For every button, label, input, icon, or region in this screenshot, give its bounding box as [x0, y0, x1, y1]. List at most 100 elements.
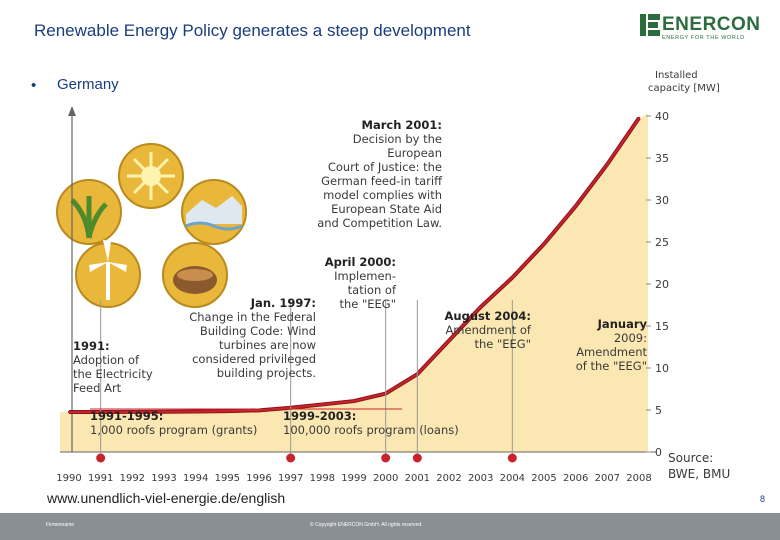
x-tick-label: 1997 [278, 473, 303, 484]
annotation-line: model complies with [323, 188, 442, 202]
x-tick-label: 1994 [183, 473, 208, 484]
y-axis-label: Installed [655, 70, 698, 81]
x-tick-label: 2004 [500, 473, 525, 484]
capacity-point [67, 410, 71, 414]
y-tick-label: 25 [655, 236, 669, 249]
capacity-point [542, 242, 546, 246]
annotation-line: 2009: [614, 331, 647, 345]
y-tick-label: 30 [655, 194, 669, 207]
annotation-heading: 1999-2003: [283, 409, 356, 423]
capacity-point [447, 339, 451, 342]
x-tick-label: 1992 [120, 473, 145, 484]
capacity-point [574, 205, 577, 208]
capacity-point [479, 305, 482, 309]
annotation-line: 100,000 roofs program (loans) [283, 423, 459, 437]
capacity-point [321, 403, 324, 406]
y-tick-label: 20 [655, 278, 669, 291]
capacity-point [226, 409, 229, 413]
x-tick-label: 2001 [405, 473, 430, 484]
source-label: BWE, BMU [668, 467, 730, 481]
page-number: 8 [760, 494, 766, 504]
capacity-area [60, 114, 648, 452]
enercon-logo-icon [640, 14, 660, 36]
water-icon [185, 221, 243, 231]
y-tick-label: 15 [655, 320, 669, 333]
event-marker [381, 453, 391, 463]
capacity-point [352, 399, 356, 403]
earth-core-icon [177, 269, 213, 281]
annotation-heading: 1991: [73, 339, 110, 353]
annotation-heading: August 2004: [445, 309, 531, 323]
renewables-illustration [56, 143, 247, 308]
y-axis-arrow [68, 106, 76, 116]
source-label: Source: [668, 451, 713, 465]
turbine-blades-icon [89, 240, 127, 300]
x-tick-label: 1993 [151, 473, 176, 484]
annotation-line: of the "EEG" [576, 359, 647, 373]
slide-title: Renewable Energy Policy generates a stee… [34, 21, 471, 40]
capacity-point [131, 410, 134, 414]
logo-tagline: ENERGY FOR THE WORLD [662, 35, 745, 41]
x-tick-label: 1991 [88, 473, 113, 484]
annotation-heading: Jan. 1997: [250, 296, 316, 310]
x-tick-label: 1990 [56, 473, 81, 484]
leaves-icon [70, 196, 108, 239]
footer-copyright: © Copyright ENERCON GmbH. All rights res… [310, 522, 423, 528]
y-tick-label: 10 [655, 362, 669, 375]
x-tick-label: 2000 [373, 473, 398, 484]
mountain-icon [186, 196, 242, 224]
annotation-line: German feed-in tariff [321, 174, 443, 188]
annotation-line: European State Aid [331, 202, 442, 216]
annotation-line: Adoption of [73, 353, 140, 367]
annotation-heading: January [597, 317, 648, 331]
annotation-line: Implemen- [334, 269, 396, 283]
x-tick-label: 2003 [468, 473, 493, 484]
sun-core-icon [141, 166, 161, 186]
annotation-line: tation of [348, 283, 397, 297]
annotation-line: 1,000 roofs program (grants) [90, 423, 257, 437]
capacity-point [637, 116, 641, 120]
annotation-line: the "EEG" [339, 297, 396, 311]
x-tick-label: 2008 [626, 473, 651, 484]
annotation-line: Amendment of [445, 323, 531, 337]
annotation-heading: 1991-1995: [90, 409, 163, 423]
x-tick-label: 1998 [310, 473, 335, 484]
footer-bar: Firmenname © Copyright ENERCON GmbH. All… [0, 513, 780, 540]
y-tick-label: 0 [655, 446, 662, 459]
x-tick-label: 2007 [595, 473, 620, 484]
website-link[interactable]: www.unendlich-viel-energie.de/english [47, 490, 286, 506]
x-tick-label: 1999 [341, 473, 366, 484]
capacity-point [162, 410, 166, 413]
annotation-line: Building Code: Wind [200, 324, 316, 338]
annotation-line: Amendment [576, 345, 647, 359]
event-marker [507, 453, 517, 463]
annotation-heading: March 2001: [362, 118, 443, 132]
plot-area: 0 5 10 15 20 25 30 35 40 Installed capacity [MW] 19… [56, 70, 730, 484]
capacity-point [194, 410, 197, 413]
y-tick-label: 40 [655, 110, 669, 123]
annotation-line: the "EEG" [474, 337, 531, 351]
annotation-line: European [387, 146, 442, 160]
annotation-line: Feed Art [73, 381, 122, 395]
annotation-line: Change in the Federal [189, 310, 316, 324]
annotation-line: considered privileged [192, 352, 316, 366]
capacity-point [606, 163, 609, 166]
capacity-point [511, 276, 514, 279]
event-marker [286, 453, 296, 463]
annotation-line: and Competition Law. [317, 216, 442, 230]
y-tick-label: 5 [655, 404, 662, 417]
annotation-line: turbines are now [219, 338, 316, 352]
logo-brand: ENERCON [662, 14, 761, 35]
capacity-point [257, 409, 261, 412]
x-tick-label: 2005 [531, 473, 556, 484]
x-tick-label: 1995 [215, 473, 240, 484]
event-marker [412, 453, 422, 463]
y-tick-label: 35 [655, 152, 669, 165]
annotation-heading: April 2000: [325, 255, 396, 269]
footer-company: Firmenname [46, 522, 75, 528]
bullet-text: Germany [57, 76, 119, 93]
annotation-line: Court of Justice: the [328, 160, 442, 174]
x-tick-label: 1996 [246, 473, 271, 484]
x-tick-label: 2006 [563, 473, 588, 484]
